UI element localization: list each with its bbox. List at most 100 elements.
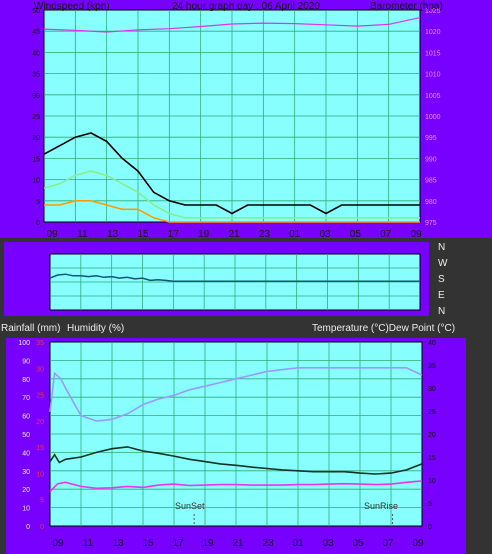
- chart-title: 24 hour graph day : 06 April 2020: [172, 1, 320, 12]
- temp-tick-label: 20: [428, 432, 436, 439]
- x-tick-label: 03: [322, 538, 334, 549]
- baro-tick-label: 985: [425, 178, 437, 185]
- rain-tick-label: 0: [40, 524, 44, 531]
- wind-tick-label: 10: [32, 178, 40, 185]
- wind-direction-grid: [50, 254, 420, 310]
- x-tick-label: 13: [107, 229, 119, 240]
- rainfall-axis-title: Rainfall (mm): [1, 323, 60, 334]
- direction-label: W: [438, 258, 448, 269]
- x-tick-label: 07: [380, 229, 392, 240]
- x-tick-label: 01: [292, 538, 304, 549]
- x-tick-label: 15: [142, 538, 154, 549]
- wind-tick-label: 45: [32, 29, 40, 36]
- rain-tick-label: 35: [36, 340, 44, 347]
- x-tick-label: 23: [259, 229, 271, 240]
- humidity-tick-label: 0: [26, 524, 30, 531]
- x-tick-label: 17: [172, 538, 184, 549]
- x-tick-label: 07: [382, 538, 394, 549]
- avg-wind-line: [43, 170, 420, 219]
- humidity-tick-label: 20: [22, 487, 30, 494]
- x-tick-label: 17: [168, 229, 180, 240]
- baro-tick-label: 990: [425, 156, 437, 163]
- wind-direction-series: [49, 273, 420, 282]
- x-tick-label: 13: [112, 538, 124, 549]
- x-tick-label: 15: [137, 229, 149, 240]
- baro-tick-label: 980: [425, 199, 437, 206]
- x-tick-label: 01: [289, 229, 301, 240]
- x-tick-label: 09: [52, 538, 64, 549]
- temp-hum-grid: [50, 342, 422, 526]
- rain-tick-label: 25: [36, 393, 44, 400]
- baro-tick-label: 1010: [425, 72, 441, 79]
- humidity-tick-label: 40: [22, 450, 30, 457]
- wind-tick-label: 25: [32, 114, 40, 121]
- baro-tick-label: 975: [425, 220, 437, 227]
- wind-tick-label: 40: [32, 50, 40, 57]
- x-tick-label: 05: [350, 229, 362, 240]
- x-tick-label: 09: [46, 229, 58, 240]
- temp-tick-label: 35: [428, 363, 436, 370]
- baro-tick-label: 1015: [425, 50, 441, 57]
- baro-tick-label: 1005: [425, 93, 441, 100]
- bottom-left-dark: [0, 338, 6, 554]
- direction-label: S: [438, 274, 445, 285]
- x-tick-label: 19: [198, 229, 210, 240]
- humidity-tick-label: 10: [22, 506, 30, 513]
- humidity-tick-label: 50: [22, 432, 30, 439]
- sunrise-label: SunRise: [364, 501, 398, 511]
- temp-tick-label: 0: [428, 524, 432, 531]
- bottom-right-purple: [436, 338, 466, 554]
- wind-axis-title: Windspeed (kph): [34, 1, 110, 12]
- humidity-tick-label: 30: [22, 469, 30, 476]
- barometer-line: [43, 17, 421, 33]
- x-tick-label: 23: [262, 538, 274, 549]
- humidity-line: [49, 366, 423, 422]
- rain-tick-label: 20: [36, 419, 44, 426]
- baro-tick-label: 1000: [425, 114, 441, 121]
- wind-direction-line: [49, 273, 420, 282]
- rain-tick-label: 15: [36, 445, 44, 452]
- x-tick-label: 11: [83, 538, 94, 549]
- direction-label: E: [438, 290, 445, 301]
- x-tick-label: 19: [202, 538, 214, 549]
- dew-point-line: [49, 480, 423, 493]
- rain-tick-label: 5: [40, 498, 44, 505]
- x-tick-label: 03: [319, 229, 331, 240]
- axis-tick-labels: 0510152025303540455097598098599099510001…: [18, 8, 448, 549]
- baro-tick-label: 995: [425, 135, 437, 142]
- x-tick-label: 09: [412, 538, 424, 549]
- x-tick-label: 09: [410, 229, 422, 240]
- rain-tick-label: 10: [36, 471, 44, 478]
- temp-dew-axis-title: Temperature (°C)Dew Point (°C): [312, 323, 455, 334]
- direction-label: N: [438, 306, 445, 317]
- x-tick-label: 21: [228, 229, 240, 240]
- baro-tick-label: 1020: [425, 29, 441, 36]
- x-tick-label: 05: [352, 538, 364, 549]
- humidity-axis-title: Humidity (%): [67, 323, 124, 334]
- direction-label: N: [438, 242, 445, 253]
- temp-tick-label: 15: [428, 455, 436, 462]
- temp-hum-series: [49, 366, 423, 526]
- humidity-tick-label: 70: [22, 395, 30, 402]
- wind-baro-grid: [44, 10, 420, 222]
- humidity-tick-label: 90: [22, 358, 30, 365]
- wind-tick-label: 35: [32, 72, 40, 79]
- temperature-line: [49, 446, 423, 475]
- temp-tick-label: 5: [428, 501, 432, 508]
- humidity-tick-label: 100: [18, 340, 30, 347]
- temp-tick-label: 30: [428, 386, 436, 393]
- sunset-label: SunSet: [175, 501, 205, 511]
- rain-tick-label: 30: [36, 366, 44, 373]
- low-wind-line: [44, 200, 420, 223]
- humidity-tick-label: 80: [22, 377, 30, 384]
- wind-baro-series: [43, 17, 421, 223]
- wind-tick-label: 50: [32, 8, 40, 15]
- wind-tick-label: 15: [32, 156, 40, 163]
- wind-tick-label: 5: [36, 199, 40, 206]
- wind-tick-label: 30: [32, 93, 40, 100]
- wind-tick-label: 20: [32, 135, 40, 142]
- x-tick-label: 11: [77, 229, 88, 240]
- temp-tick-label: 25: [428, 409, 436, 416]
- baro-axis-title: Barometer (hpa): [370, 1, 443, 12]
